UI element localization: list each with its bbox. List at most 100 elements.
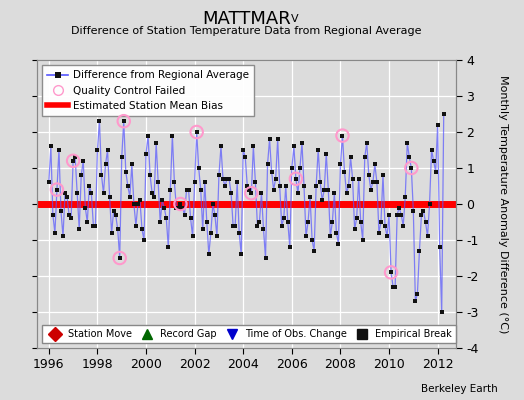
Point (65, 212, 73, 218)
Point (87, 190, 95, 196)
Point (176, 201, 184, 207)
Point (322, 150, 331, 157)
Point (312, 183, 320, 189)
Point (162, 215, 170, 222)
Point (61, 190, 69, 196)
Point (192, 129, 201, 135)
Point (134, 201, 142, 207)
Point (47, 143, 55, 150)
Point (206, 230, 215, 236)
Point (49, 212, 57, 218)
Point (117, 154, 126, 160)
Point (288, 165, 296, 171)
Point (146, 172, 154, 178)
Point (215, 172, 223, 178)
Point (182, 186, 191, 193)
Point (348, 176, 357, 182)
Point (114, 226, 122, 232)
Point (407, 165, 416, 171)
Point (180, 212, 189, 218)
Point (217, 143, 225, 150)
Point (296, 165, 304, 171)
Point (292, 176, 300, 182)
Point (73, 190, 81, 196)
Point (340, 168, 348, 175)
Point (257, 190, 266, 196)
Point (225, 176, 233, 182)
Point (241, 154, 249, 160)
Point (428, 147, 436, 153)
Point (138, 226, 146, 232)
Point (221, 183, 229, 189)
Point (100, 190, 108, 196)
Point (393, 212, 401, 218)
Point (431, 168, 440, 175)
Point (249, 143, 258, 150)
Point (189, 233, 197, 240)
Point (199, 226, 207, 232)
Point (264, 161, 272, 168)
Point (75, 226, 83, 232)
Point (334, 240, 343, 247)
Point (81, 204, 90, 211)
Point (107, 230, 116, 236)
Point (140, 237, 148, 243)
Point (160, 204, 168, 211)
Point (130, 201, 138, 207)
Point (144, 132, 152, 139)
Point (115, 255, 124, 261)
Point (51, 230, 59, 236)
Point (126, 194, 134, 200)
Point (142, 150, 150, 157)
Point (89, 222, 97, 229)
Point (278, 222, 286, 229)
Point (211, 212, 219, 218)
Point (413, 291, 422, 297)
Point (354, 176, 363, 182)
Point (304, 219, 312, 225)
Point (365, 172, 373, 178)
Point (383, 233, 391, 240)
Point (308, 237, 316, 243)
Point (294, 190, 302, 196)
Point (229, 222, 237, 229)
Y-axis label: Monthly Temperature Anomaly Difference (°C): Monthly Temperature Anomaly Difference (… (498, 75, 508, 333)
Point (300, 183, 308, 189)
Point (353, 215, 361, 222)
Point (253, 222, 261, 229)
Point (136, 197, 144, 204)
Point (174, 204, 183, 211)
Point (267, 168, 276, 175)
Point (237, 251, 245, 258)
Point (124, 183, 132, 189)
Point (77, 172, 85, 178)
Point (209, 201, 217, 207)
Point (91, 222, 100, 229)
Point (45, 179, 53, 186)
Point (103, 147, 112, 153)
Point (316, 179, 324, 186)
Point (324, 186, 333, 193)
Point (330, 190, 339, 196)
Point (367, 186, 375, 193)
Point (411, 298, 420, 304)
Point (302, 233, 310, 240)
Point (438, 309, 446, 315)
Point (332, 230, 341, 236)
Point (281, 183, 290, 189)
Point (259, 226, 268, 232)
Point (405, 154, 413, 160)
Point (425, 201, 434, 207)
Point (194, 165, 203, 171)
Point (219, 176, 227, 182)
Point (433, 122, 442, 128)
Point (101, 161, 110, 168)
Point (152, 140, 160, 146)
Point (231, 222, 239, 229)
Point (271, 176, 280, 182)
Point (419, 208, 428, 214)
Point (83, 219, 92, 225)
Point (223, 176, 231, 182)
Point (265, 136, 274, 142)
Point (369, 179, 377, 186)
